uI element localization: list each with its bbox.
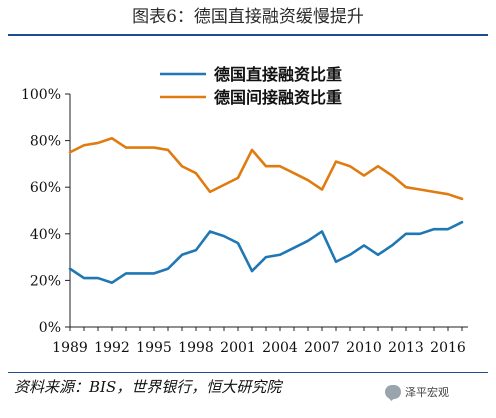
watermark: 泽平宏观 [385,384,449,400]
y-tick-label: 100% [21,87,61,103]
x-tick-label: 1998 [178,340,214,356]
page-title: 图表6：德国直接融资缓慢提升 [132,7,364,27]
series-line-1 [68,220,464,285]
chat-bubble-icon [385,385,401,399]
x-tick-label: 2010 [346,340,382,356]
x-tick-label: 2001 [220,340,256,356]
x-tick-label: 2013 [388,340,424,356]
y-tick-label: 80% [30,134,61,150]
x-tick-label: 1989 [52,340,88,356]
y-tick-label: 20% [30,273,61,289]
legend-label-2: 德国间接融资比重 [214,88,342,107]
line-chart: 0% 20% 40% 60% 80% 100% 1989 1992 1995 1998 2001 2… [21,65,468,356]
title-divider [8,34,488,36]
y-tick-label: 0% [39,320,61,336]
watermark-label: 泽平宏观 [405,386,449,399]
series-line-2 [68,136,464,201]
y-tick-label: 60% [30,180,61,196]
x-tick-label: 2004 [262,340,298,356]
x-tick-label: 2007 [304,340,340,356]
legend-label-1: 德国直接融资比重 [214,65,342,84]
x-tick-label: 1992 [94,340,130,356]
source-note: 资料来源：BIS，世界银行，恒大研究院 [14,378,282,396]
x-tick-label: 1995 [136,340,172,356]
footer-divider [8,372,488,373]
x-tick-label: 2016 [430,340,466,356]
y-tick-label: 40% [30,227,61,243]
